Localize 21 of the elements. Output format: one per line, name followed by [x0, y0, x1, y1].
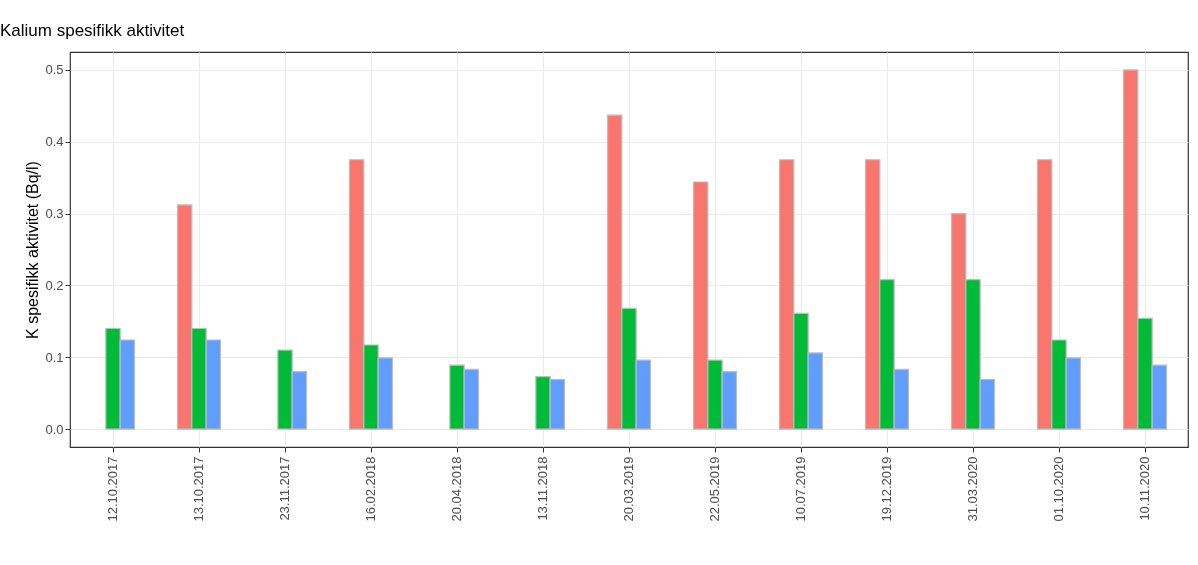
y-axis-title: K spesifikk aktivitet (Bq/l)	[24, 161, 42, 339]
x-tick-label: 20.03.2019	[621, 456, 636, 522]
x-tick-label: 31.03.2020	[965, 456, 980, 522]
y-tick-label: 0.2	[45, 277, 64, 293]
x-tick-label: 23.11.2017	[277, 456, 292, 521]
x-tick-label: 10.07.2019	[793, 456, 808, 522]
x-tick-label: 19.12.2019	[879, 456, 894, 522]
y-tick-label: 0.4	[45, 134, 64, 150]
y-tick-label: 0.3	[45, 206, 64, 222]
y-tick-label: 0.1	[45, 349, 64, 365]
x-tick-label: 22.05.2019	[707, 456, 722, 522]
y-tick-label: 0.5	[45, 62, 64, 78]
x-tick-label: 01.10.2020	[1051, 456, 1066, 522]
x-tick-label: 16.02.2018	[363, 456, 378, 522]
x-tick-label: 13.11.2018	[535, 456, 550, 521]
y-tick-label: 0.0	[45, 421, 64, 437]
chart-title: Kalium spesifikk aktivitet	[0, 21, 185, 40]
x-tick-label: 13.10.2017	[191, 456, 206, 522]
x-tick-label: 20.04.2018	[449, 456, 464, 522]
x-tick-label: 12.10.2017	[105, 456, 120, 522]
x-tick-label: 10.11.2020	[1137, 456, 1152, 521]
